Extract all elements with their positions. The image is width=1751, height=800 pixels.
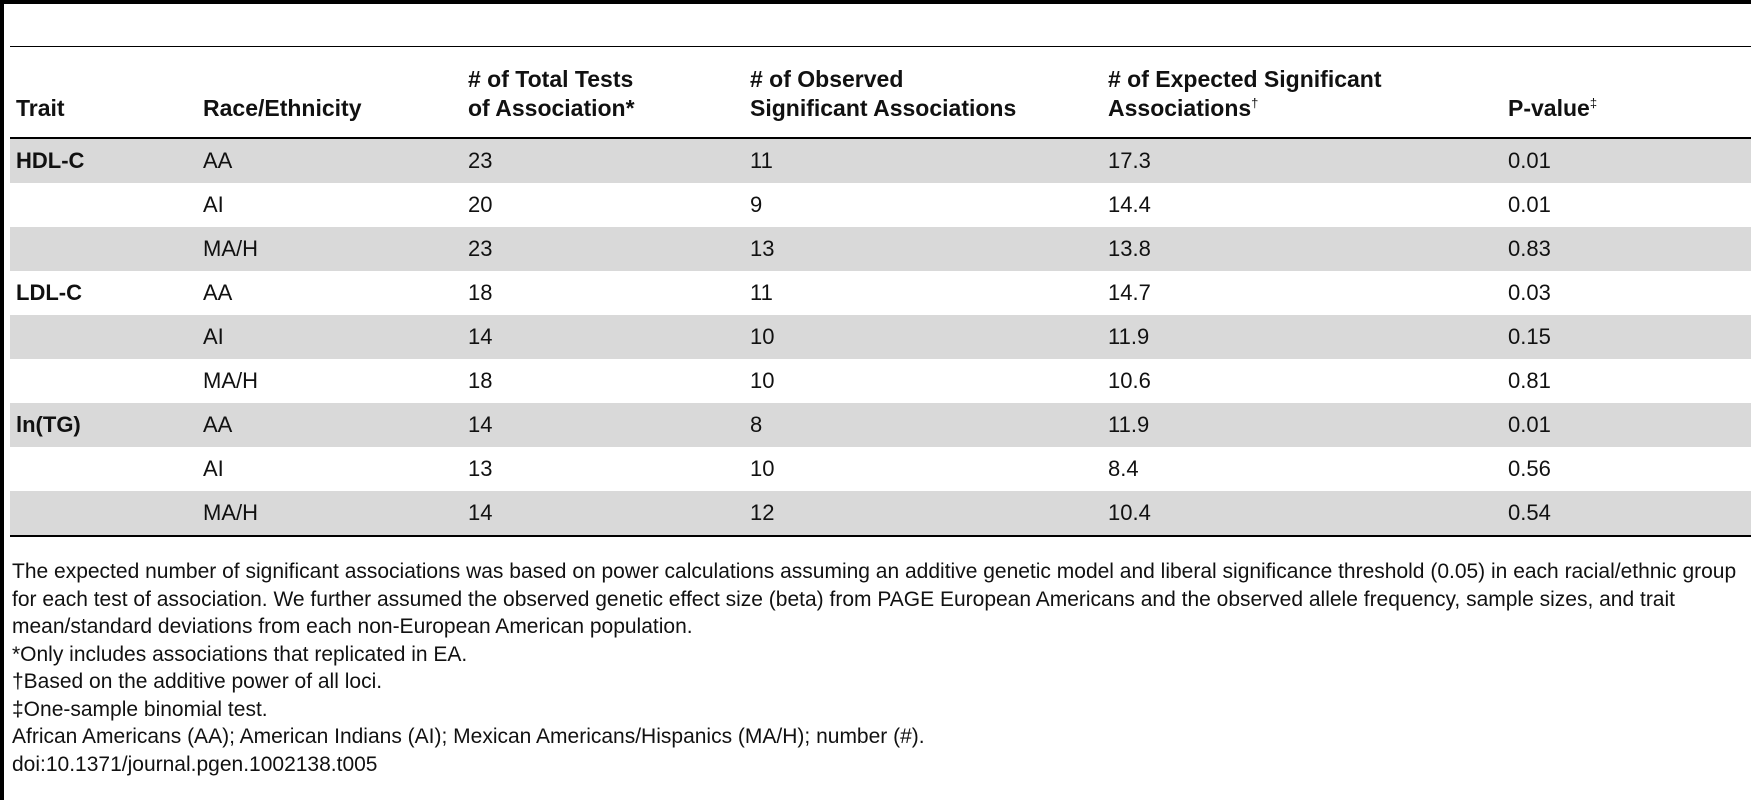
cell-trait: ln(TG) xyxy=(10,403,197,447)
dagger-mark: † xyxy=(1251,95,1259,111)
cell-expected: 14.4 xyxy=(1108,192,1151,217)
cell-trait xyxy=(10,315,197,359)
cell-total: 14 xyxy=(462,491,744,537)
cell-expected: 13.8 xyxy=(1102,227,1502,271)
footnote-main: The expected number of significant assoc… xyxy=(12,560,1737,638)
cell-total: 14 xyxy=(462,403,744,447)
cell-observed: 11 xyxy=(744,138,1102,183)
cell-expected: 10.6 xyxy=(1108,368,1151,393)
cell-observed: 10 xyxy=(750,368,775,393)
header-total-tests-line1: # of Total Tests xyxy=(468,66,634,92)
cell-total: 18 xyxy=(468,368,493,393)
cell-total: 23 xyxy=(462,138,744,183)
table-row: LDL-C AA 18 11 14.7 0.03 xyxy=(10,271,1751,315)
header-observed: # of Observed Significant Associations xyxy=(744,47,1102,139)
cell-trait xyxy=(10,491,197,537)
cell-expected: 8.4 xyxy=(1108,456,1139,481)
cell-race: MA/H xyxy=(197,227,462,271)
table-header-row: Trait Race/Ethnicity # of Total Tests of… xyxy=(10,47,1751,139)
cell-race: AA xyxy=(203,280,233,305)
table-row: AI 13 10 8.4 0.56 xyxy=(10,447,1751,491)
header-expected-line2: Associations xyxy=(1108,95,1252,121)
table-row: MA/H 23 13 13.8 0.83 xyxy=(10,227,1751,271)
cell-expected: 17.3 xyxy=(1102,138,1502,183)
header-total-tests-line2: of Association* xyxy=(468,95,635,121)
ddagger-mark: ‡ xyxy=(1589,95,1598,111)
cell-race: AA xyxy=(197,138,462,183)
results-table: Trait Race/Ethnicity # of Total Tests of… xyxy=(10,47,1751,537)
table-row: HDL-C AA 23 11 17.3 0.01 xyxy=(10,138,1751,183)
cell-total: 18 xyxy=(468,280,493,305)
cell-pvalue: 0.01 xyxy=(1508,192,1551,217)
cell-observed: 8 xyxy=(744,403,1102,447)
cell-pvalue: 0.56 xyxy=(1508,456,1551,481)
cell-expected: 11.9 xyxy=(1102,315,1502,359)
cell-pvalue: 0.01 xyxy=(1502,403,1751,447)
cell-trait xyxy=(10,447,197,491)
cell-trait xyxy=(10,227,197,271)
header-observed-line2: Significant Associations xyxy=(750,95,1017,121)
cell-race: MA/H xyxy=(197,491,462,537)
cell-observed: 11 xyxy=(750,280,773,305)
table-body: HDL-C AA 23 11 17.3 0.01 AI 20 9 14.4 0.… xyxy=(10,138,1751,537)
footnote-star: *Only includes associations that replica… xyxy=(12,642,468,666)
cell-observed: 10 xyxy=(744,315,1102,359)
cell-total: 20 xyxy=(468,192,493,217)
cell-race: AA xyxy=(197,403,462,447)
header-expected-line1: # of Expected Significant xyxy=(1108,66,1382,92)
cell-trait: HDL-C xyxy=(10,138,197,183)
cell-observed: 10 xyxy=(750,456,775,481)
header-race: Race/Ethnicity xyxy=(197,47,462,139)
cell-pvalue: 0.81 xyxy=(1508,368,1551,393)
cell-observed: 9 xyxy=(750,192,763,217)
cell-trait: LDL-C xyxy=(16,280,82,305)
cell-total: 23 xyxy=(462,227,744,271)
cell-expected: 14.7 xyxy=(1108,280,1151,305)
cell-pvalue: 0.83 xyxy=(1502,227,1751,271)
header-expected: # of Expected Significant Associations† xyxy=(1102,47,1502,139)
cell-observed: 12 xyxy=(744,491,1102,537)
cell-observed: 13 xyxy=(744,227,1102,271)
cell-race: AI xyxy=(203,456,224,481)
cell-race: AI xyxy=(197,315,462,359)
cell-pvalue: 0.15 xyxy=(1502,315,1751,359)
header-total-tests: # of Total Tests of Association* xyxy=(462,47,744,139)
cell-trait xyxy=(10,183,197,227)
cell-total: 14 xyxy=(462,315,744,359)
footnote-dagger: †Based on the additive power of all loci… xyxy=(12,670,383,693)
header-pvalue: P-value‡ xyxy=(1502,47,1751,139)
header-trait: Trait xyxy=(10,47,197,139)
cell-expected: 11.9 xyxy=(1102,403,1502,447)
table-row: ln(TG) AA 14 8 11.9 0.01 xyxy=(10,403,1751,447)
footnote-abbreviations: African Americans (AA); American Indians… xyxy=(12,725,925,748)
table-row: MA/H 14 12 10.4 0.54 xyxy=(10,491,1751,537)
table-row: MA/H 18 10 10.6 0.81 xyxy=(10,359,1751,403)
cell-race: AI xyxy=(203,192,224,217)
cell-trait xyxy=(10,359,197,403)
cell-pvalue: 0.54 xyxy=(1502,491,1751,537)
top-rule xyxy=(4,0,1751,4)
header-top-rule xyxy=(10,46,1751,47)
table-row: AI 14 10 11.9 0.15 xyxy=(10,315,1751,359)
footnote-ddagger: ‡One-sample binomial test. xyxy=(12,697,268,721)
table-footnotes: The expected number of significant assoc… xyxy=(12,558,1751,778)
cell-race: MA/H xyxy=(203,368,258,393)
table-row: AI 20 9 14.4 0.01 xyxy=(10,183,1751,227)
header-observed-line1: # of Observed xyxy=(750,66,904,92)
doi-link[interactable]: doi:10.1371/journal.pgen.1002138.t005 xyxy=(12,752,378,776)
cell-pvalue: 0.03 xyxy=(1508,280,1551,305)
cell-pvalue: 0.01 xyxy=(1502,138,1751,183)
cell-expected: 10.4 xyxy=(1102,491,1502,537)
cell-total: 13 xyxy=(468,456,493,481)
